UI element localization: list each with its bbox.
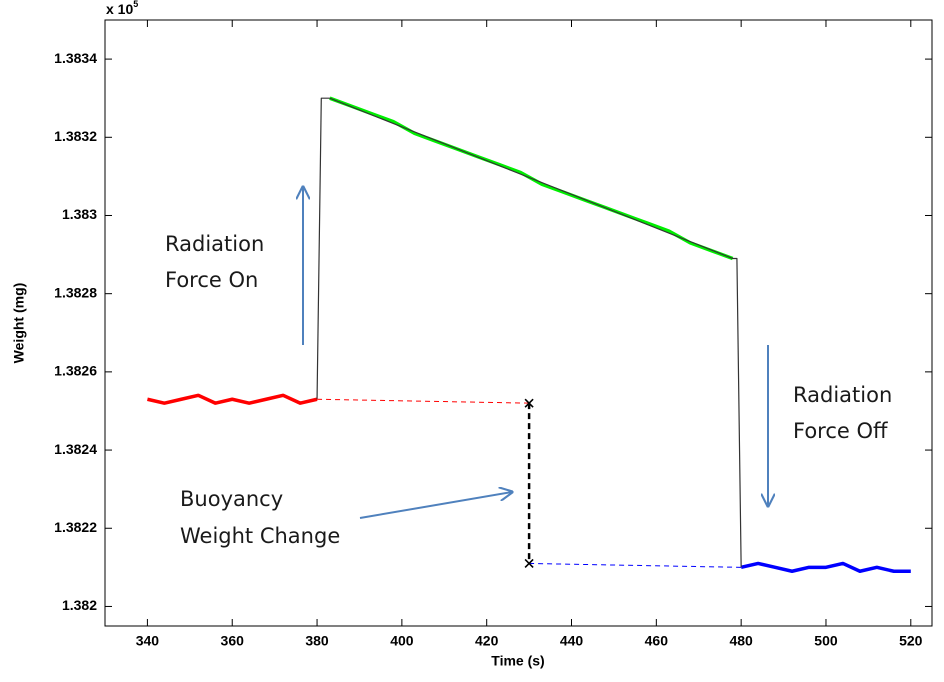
arrow [359,492,512,519]
annotation: Radiation [165,232,264,256]
multiplier-base: x 10 [106,1,133,17]
x-tick-label: 500 [814,633,838,649]
y-tick-label: 1.382 [62,597,97,613]
annotation: Buoyancy [180,487,283,511]
y-axis-label: Weight (mg) [11,283,27,364]
annotation: Radiation [793,383,892,407]
x-tick-label: 360 [221,633,245,649]
point-marker [524,558,534,569]
annotation: Force Off [793,419,888,443]
y-tick-label: 1.3828 [54,284,97,300]
annotation: Force On [165,268,258,292]
series-line [740,561,911,574]
x-axis-label: Time (s) [491,653,544,669]
series-line [529,562,742,568]
y-tick-label: 1.383 [62,206,97,222]
y-tick-label: 1.3822 [54,519,97,535]
x-tick-label: 480 [729,633,753,649]
point-marker [524,398,534,408]
y-tick-label: 1.3826 [54,363,97,379]
y-tick-label: 1.3824 [54,441,97,457]
x-tick-label: 420 [475,633,499,649]
y-tick-label: 1.3832 [54,128,97,144]
y-tick-label: 1.3834 [54,50,97,66]
x-tick-label: 520 [899,633,923,649]
x-tick-label: 340 [136,633,160,649]
series-line [147,393,318,405]
x-tick-label: 380 [305,633,329,649]
series-line [317,398,530,404]
y-multiplier: x 105 [106,0,138,17]
x-tick-label: 400 [390,633,414,649]
x-tick-label: 460 [645,633,669,649]
plot-frame [104,19,933,627]
multiplier-exponent: 5 [133,0,138,9]
annotation: Weight Change [180,524,340,548]
series-line [316,97,742,568]
x-tick-label: 440 [560,633,584,649]
